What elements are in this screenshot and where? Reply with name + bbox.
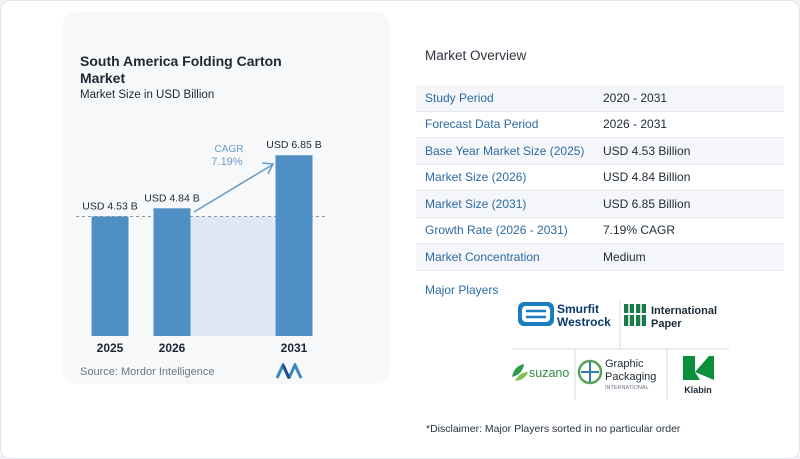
row-label: Market Size (2026)	[425, 170, 527, 185]
table-row: Market Size (2031) USD 6.85 Billion	[416, 191, 784, 218]
cagr-label: CAGR	[215, 144, 244, 155]
category-label-2025: 2025	[97, 341, 124, 355]
source-text: Source: Mordor Intelligence	[80, 366, 215, 378]
gp-line3: INTERNATIONAL	[605, 385, 649, 391]
ip-line2: Paper	[651, 318, 682, 330]
row-label: Study Period	[425, 90, 494, 105]
suzano-logo: suzano	[512, 364, 569, 381]
smurfit-westrock-logo: Smurfit Westrock	[518, 302, 611, 329]
market-overview-title: Market Overview	[425, 48, 527, 63]
row-value: USD 6.85 Billion	[603, 196, 691, 211]
table-row: Forecast Data Period 2026 - 2031	[416, 112, 784, 138]
table-row: Growth Rate (2026 - 2031) 7.19% CAGR	[416, 218, 784, 244]
table-row: Base Year Market Size (2025) USD 4.53 Bi…	[416, 138, 784, 165]
smurfit-line1: Smurfit	[557, 302, 599, 316]
category-label-2031: 2031	[281, 341, 308, 355]
disclaimer-text: *Disclaimer: Major Players sorted in no …	[426, 423, 681, 435]
suzano-text: suzano	[529, 366, 569, 380]
row-label: Forecast Data Period	[425, 117, 539, 132]
chart-subtitle: Market Size in USD Billion	[80, 89, 215, 101]
klabin-logo: Klabin	[683, 356, 714, 395]
cagr-arrow	[193, 164, 273, 213]
row-label: Base Year Market Size (2025)	[425, 143, 585, 158]
value-label-2031: USD 6.85 B	[266, 139, 321, 151]
graphic-packaging-logo: Graphic Packaging INTERNATIONAL	[577, 358, 656, 391]
cagr-value: 7.19%	[211, 156, 242, 168]
row-value: 2020 - 2031	[603, 90, 668, 105]
bar-2025	[91, 216, 129, 336]
international-paper-logo: International Paper	[624, 304, 717, 330]
row-label: Market Size (2031)	[425, 196, 527, 211]
value-label-2026: USD 4.84 B	[144, 192, 199, 204]
table-row: Market Concentration Medium	[416, 244, 784, 271]
gp-line1: Graphic	[605, 358, 644, 370]
row-label: Market Concentration	[425, 249, 540, 264]
row-value: 2026 - 2031	[603, 117, 668, 132]
smurfit-line2: Westrock	[557, 315, 611, 329]
row-value: USD 4.53 Billion	[603, 143, 691, 158]
major-players-title: Major Players	[425, 283, 499, 297]
gp-line2: Packaging	[605, 371, 656, 383]
mordor-logo	[276, 363, 303, 379]
klabin-text: Klabin	[684, 385, 712, 395]
row-label: Growth Rate (2026 - 2031)	[425, 223, 568, 238]
market-overview-table: Study Period 2020 - 2031 Forecast Data P…	[416, 85, 784, 271]
category-label-2026: 2026	[159, 341, 186, 355]
table-row: Study Period 2020 - 2031	[416, 85, 784, 112]
reference-band	[190, 216, 276, 336]
bar-2031	[275, 155, 313, 336]
ip-line1: International	[651, 305, 717, 317]
chart-title: South America Folding Carton Market	[80, 53, 282, 86]
row-value: 7.19% CAGR	[603, 223, 676, 238]
row-value: USD 4.84 Billion	[603, 170, 691, 185]
bar-2026	[153, 208, 191, 336]
cagr-arrow-head	[261, 162, 275, 175]
table-row: Market Size (2026) USD 4.84 Billion	[416, 165, 784, 191]
value-label-2025: USD 4.53 B	[82, 200, 137, 212]
row-value: Medium	[603, 249, 646, 264]
